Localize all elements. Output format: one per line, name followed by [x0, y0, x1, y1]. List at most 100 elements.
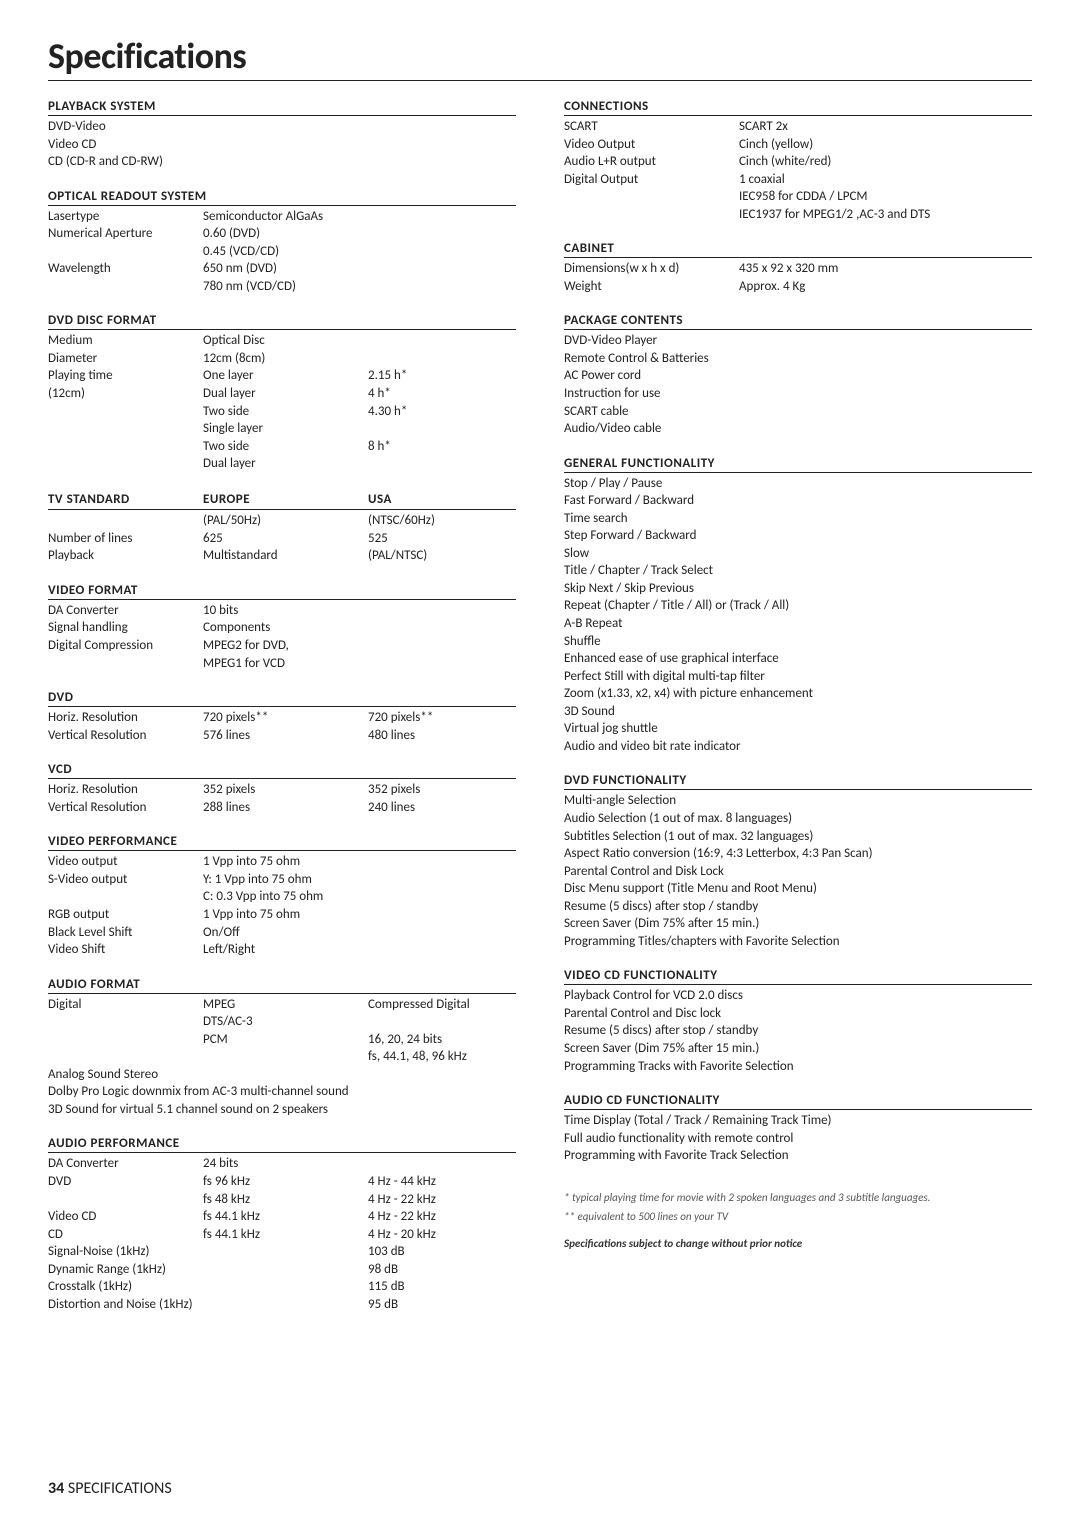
cell	[48, 403, 203, 421]
cell: 4 Hz - 20 kHz	[368, 1226, 516, 1244]
section-rule	[48, 706, 516, 707]
table-row: fs 48 kHz4 Hz - 22 kHz	[48, 1191, 516, 1209]
table-row: fs, 44.1, 48, 96 kHz	[48, 1048, 516, 1066]
cell: Cinch (yellow)	[739, 136, 1032, 154]
list-item: Zoom (x1.33, x2, x4) with picture enhanc…	[564, 685, 1032, 703]
cell	[48, 420, 203, 438]
table-row: SCARTSCART 2x	[564, 118, 1032, 136]
cell: 4 h*	[368, 385, 516, 403]
list-item: Instruction for use	[564, 385, 1032, 403]
section-heading: PLAYBACK SYSTEM	[48, 99, 516, 114]
cell: Dynamic Range (1kHz)	[48, 1261, 203, 1279]
cell: Crosstalk (1kHz)	[48, 1278, 203, 1296]
cell: SCART	[564, 118, 739, 136]
table-row: DA Converter10 bits	[48, 602, 516, 620]
list-item: Aspect Ratio conversion (16:9, 4:3 Lette…	[564, 845, 1032, 863]
section-rule	[564, 257, 1032, 258]
cell: 240 lines	[368, 799, 516, 817]
cell: Medium	[48, 332, 203, 350]
cell: MPEG2 for DVD,	[203, 637, 368, 655]
cell: fs 96 kHz	[203, 1173, 368, 1191]
section-heading: PACKAGE CONTENTS	[564, 313, 1032, 328]
table-row: Vertical Resolution576 lines480 lines	[48, 727, 516, 745]
cell: Dimensions(w x h x d)	[564, 260, 739, 278]
cell	[48, 438, 203, 456]
page-footer: 34 SPECIFICATIONS	[48, 1479, 172, 1498]
cell: Cinch (white/red)	[739, 153, 1032, 171]
table-row: IEC958 for CDDA / LPCM	[564, 188, 1032, 206]
list-item: Programming Tracks with Favorite Selecti…	[564, 1058, 1032, 1076]
cell	[564, 188, 739, 206]
cell: On/Off	[203, 924, 368, 942]
cell	[48, 1013, 203, 1031]
col-header: EUROPE	[203, 491, 368, 509]
cell: Vertical Resolution	[48, 727, 203, 745]
table-row: WeightApprox. 4 Kg	[564, 278, 1032, 296]
page-title: Specifications	[48, 34, 1032, 78]
section-heading: DVD	[48, 690, 516, 705]
cell: Left/Right	[203, 941, 368, 959]
footnote: * typical playing time for movie with 2 …	[564, 1191, 1032, 1204]
table-row: RGB output1 Vpp into 75 ohm	[48, 906, 516, 924]
section-rule	[48, 599, 516, 600]
list-item: Multi-angle Selection	[564, 792, 1032, 810]
title-rule	[48, 80, 1032, 81]
cell: 0.45 (VCD/CD)	[203, 243, 368, 261]
cell: 1 Vpp into 75 ohm	[203, 906, 368, 924]
section-rule	[564, 329, 1032, 330]
table-row: Video ShiftLeft/Right	[48, 941, 516, 959]
cell: 780 nm (VCD/CD)	[203, 278, 368, 296]
cell: Video output	[48, 853, 203, 871]
right-column: CONNECTIONS SCARTSCART 2xVideo OutputCin…	[564, 99, 1032, 1313]
table-row: Number of lines625525	[48, 530, 516, 548]
cell	[368, 637, 516, 655]
note-line: 3D Sound for virtual 5.1 channel sound o…	[48, 1101, 516, 1119]
section-heading: DVD FUNCTIONALITY	[564, 773, 1032, 788]
cell: Dual layer	[203, 455, 368, 473]
cell: fs 44.1 kHz	[203, 1226, 368, 1244]
cell: Horiz. Resolution	[48, 709, 203, 727]
cell: 480 lines	[368, 727, 516, 745]
cell	[564, 206, 739, 224]
list-item: Parental Control and Disk Lock	[564, 863, 1032, 881]
section-rule	[48, 993, 516, 994]
cell	[368, 871, 516, 889]
table-row: Vertical Resolution288 lines240 lines	[48, 799, 516, 817]
cell: Multistandard	[203, 547, 368, 565]
page-number: 34	[48, 1479, 64, 1498]
cell: Number of lines	[48, 530, 203, 548]
cell: Y: 1 Vpp into 75 ohm	[203, 871, 368, 889]
cell: IEC958 for CDDA / LPCM	[739, 188, 1032, 206]
table-row: DigitalMPEGCompressed Digital	[48, 996, 516, 1014]
cell: 625	[203, 530, 368, 548]
cell: Optical Disc	[203, 332, 368, 350]
cell: MPEG	[203, 996, 368, 1014]
cell	[48, 1048, 203, 1066]
cell: S-Video output	[48, 871, 203, 889]
cell	[48, 512, 203, 530]
cell: 4 Hz - 22 kHz	[368, 1208, 516, 1226]
cell: Video Output	[564, 136, 739, 154]
cell	[48, 278, 203, 296]
cell	[368, 941, 516, 959]
list-item: DVD-Video Player	[564, 332, 1032, 350]
section-heading: CONNECTIONS	[564, 99, 1032, 114]
table-row: MediumOptical Disc	[48, 332, 516, 350]
section-rule	[564, 984, 1032, 985]
cell	[368, 602, 516, 620]
cell: 576 lines	[203, 727, 368, 745]
table-row: C: 0.3 Vpp into 75 ohm	[48, 888, 516, 906]
list-item: Audio Selection (1 out of max. 8 languag…	[564, 810, 1032, 828]
cell: 4.30 h*	[368, 403, 516, 421]
cell	[368, 243, 516, 261]
cell: 12cm (8cm)	[203, 350, 368, 368]
table-row: Black Level ShiftOn/Off	[48, 924, 516, 942]
table-row: 780 nm (VCD/CD)	[48, 278, 516, 296]
list-item: Programming with Favorite Track Selectio…	[564, 1147, 1032, 1165]
list-item: 3D Sound	[564, 703, 1032, 721]
cell: fs, 44.1, 48, 96 kHz	[368, 1048, 516, 1066]
cell: IEC1937 for MPEG1/2 ,AC-3 and DTS	[739, 206, 1032, 224]
cell: Video Shift	[48, 941, 203, 959]
list-item: Subtitles Selection (1 out of max. 32 la…	[564, 828, 1032, 846]
list-item: SCART cable	[564, 403, 1032, 421]
